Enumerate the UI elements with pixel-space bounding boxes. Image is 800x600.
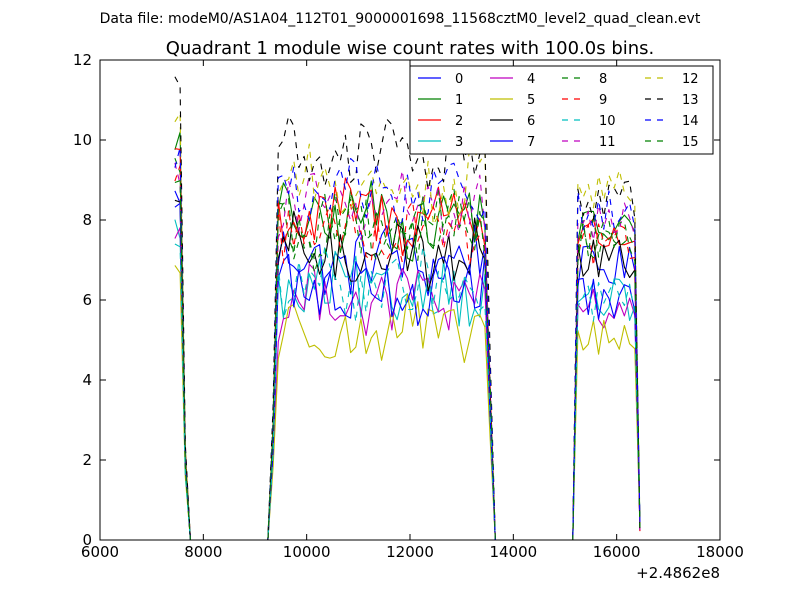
axis-ticks: 6000 8000 10000 12000 14000 16000 180000246810… — [73, 51, 744, 561]
series-line-8 — [174, 158, 641, 541]
series-line-4 — [174, 227, 641, 541]
legend-label-8: 8 — [599, 72, 607, 87]
legend-label-2: 2 — [455, 114, 463, 129]
legend-label-0: 0 — [455, 72, 463, 87]
x-tick-label: 8000 — [184, 543, 222, 561]
legend-label-11: 11 — [599, 135, 616, 150]
series-line-0 — [174, 190, 641, 541]
y-tick-label: 2 — [82, 451, 92, 469]
legend-label-1: 1 — [455, 93, 463, 108]
series-line-1 — [174, 131, 641, 541]
y-tick-label: 12 — [73, 51, 92, 69]
x-tick-label: 6000 — [81, 543, 119, 561]
series-layer — [174, 76, 641, 541]
legend-label-13: 13 — [682, 93, 699, 108]
series-line-7 — [174, 202, 641, 541]
legend-label-6: 6 — [527, 114, 535, 129]
legend-label-7: 7 — [527, 135, 535, 150]
series-line-13 — [174, 76, 641, 541]
legend-label-12: 12 — [682, 72, 699, 87]
series-line-6 — [174, 199, 641, 541]
legend-label-10: 10 — [599, 114, 616, 129]
chart-title: Quadrant 1 module wise count rates with … — [166, 38, 655, 59]
x-tick-label: 12000 — [386, 543, 434, 561]
legend-label-14: 14 — [682, 114, 699, 129]
series-line-15 — [174, 180, 641, 541]
legend-label-15: 15 — [682, 135, 699, 150]
legend-label-5: 5 — [527, 93, 535, 108]
x-tick-label: 18000 — [696, 543, 744, 561]
chart-suptitle: Data file: modeM0/AS1A04_112T01_90000016… — [100, 11, 701, 27]
y-tick-label: 10 — [73, 131, 92, 149]
legend-label-3: 3 — [455, 135, 463, 150]
y-tick-label: 4 — [82, 371, 92, 389]
series-line-2 — [174, 148, 641, 541]
legend-frame — [409, 65, 714, 155]
series-line-10 — [174, 243, 641, 541]
series-line-11 — [174, 162, 641, 541]
y-tick-label: 8 — [82, 211, 92, 229]
y-tick-label: 6 — [82, 291, 92, 309]
x-tick-label: 14000 — [489, 543, 537, 561]
legend-label-4: 4 — [527, 72, 535, 87]
y-tick-label: 0 — [82, 531, 92, 549]
series-line-14 — [174, 146, 641, 541]
series-line-9 — [174, 165, 641, 541]
series-line-5 — [174, 265, 641, 541]
legend-label-9: 9 — [599, 93, 607, 108]
x-tick-label: 10000 — [283, 543, 331, 561]
x-axis-offset-label: +2.4862e8 — [636, 564, 720, 582]
x-tick-label: 16000 — [593, 543, 641, 561]
